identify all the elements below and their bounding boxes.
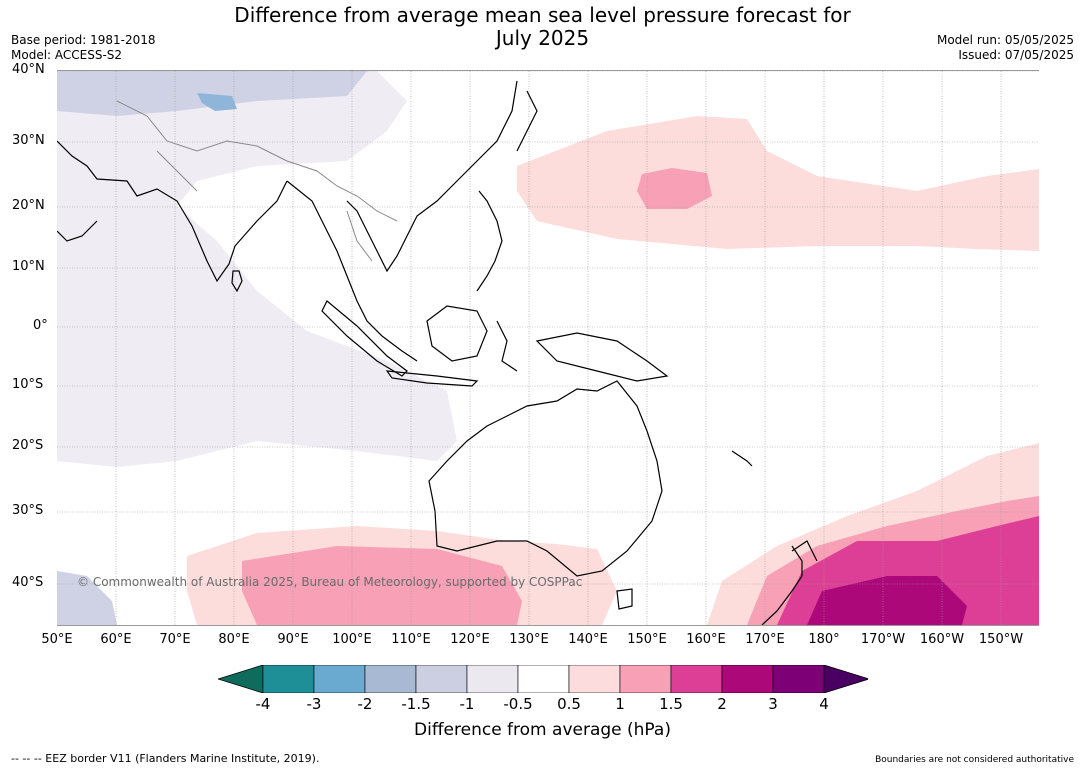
negative-area-central-asia	[57, 71, 367, 116]
model-info: Base period: 1981-2018 Model: ACCESS-S2	[11, 33, 156, 63]
colorbar-tick: -3	[306, 695, 322, 713]
title-line-1: Difference from average mean sea level p…	[234, 3, 851, 27]
colorbar-tick: 1.5	[659, 695, 683, 713]
map-canvas	[57, 71, 1039, 625]
colorbar	[218, 665, 868, 693]
lon-label-150w: 150°W	[978, 632, 1024, 647]
lon-label-100e: 100°E	[332, 632, 372, 647]
colorbar-segment	[262, 665, 315, 693]
lat-label-10s: 10°S	[12, 377, 44, 392]
lon-label-120e: 120°E	[450, 632, 490, 647]
colorbar-segment	[721, 665, 774, 693]
colorbar-segment	[466, 665, 519, 693]
lon-label-160w: 160°W	[919, 632, 965, 647]
colorbar-extend-high	[823, 665, 868, 693]
run-info: Model run: 05/05/2025 Issued: 07/05/2025	[937, 33, 1074, 63]
lon-label-50e: 50°E	[41, 632, 73, 647]
colorbar-segment	[670, 665, 723, 693]
lon-label-150e: 150°E	[627, 632, 667, 647]
chart-title: Difference from average mean sea level p…	[0, 4, 1085, 50]
lon-label-90e: 90°E	[277, 632, 309, 647]
pressure-anomaly-map	[57, 70, 1039, 626]
lon-label-170w: 170°W	[860, 632, 906, 647]
colorbar-tick: 2	[717, 695, 727, 713]
eez-border-note: -- -- -- EEZ border V11 (Flanders Marine…	[11, 752, 320, 765]
colorbar-segment	[568, 665, 621, 693]
coastlines	[57, 80, 818, 625]
model-name: Model: ACCESS-S2	[11, 48, 123, 62]
lon-label-60e: 60°E	[100, 632, 132, 647]
colorbar-tick: -4	[255, 695, 271, 713]
lon-label-180: 180°	[808, 632, 840, 647]
negative-area-southwest	[57, 571, 117, 625]
negative-area-indian-ocean	[57, 71, 457, 467]
issued-date: Issued: 07/05/2025	[958, 48, 1074, 62]
colorbar-tick: 4	[819, 695, 829, 713]
lat-label-20n: 20°N	[12, 198, 45, 213]
lat-label-30s: 30°S	[12, 503, 44, 518]
colorbar-segment	[313, 665, 366, 693]
colorbar-segment	[517, 665, 570, 693]
colorbar-tick: -1	[459, 695, 475, 713]
colorbar-tick: 1	[615, 695, 625, 713]
lon-label-70e: 70°E	[159, 632, 191, 647]
colorbar-segment	[772, 665, 825, 693]
colorbar-tick: 3	[768, 695, 778, 713]
colorbar-tick: -1.5	[401, 695, 431, 713]
lat-label-10n: 10°N	[12, 259, 45, 274]
lon-label-140e: 140°E	[568, 632, 608, 647]
lat-label-40s: 40°S	[12, 575, 44, 590]
copyright-notice: © Commonwealth of Australia 2025, Bureau…	[77, 575, 583, 589]
positive-area-north-pacific-1	[517, 116, 1039, 251]
lat-label-30n: 30°N	[12, 133, 45, 148]
base-period: Base period: 1981-2018	[11, 33, 156, 47]
colorbar-extend-low	[218, 665, 264, 693]
boundaries-disclaimer: Boundaries are not considered authoritat…	[875, 755, 1074, 765]
positive-area-north-pacific-2	[637, 168, 712, 209]
model-run-date: Model run: 05/05/2025	[936, 33, 1074, 47]
positive-area-tasman-4	[807, 576, 967, 625]
colorbar-tick: -0.5	[503, 695, 533, 713]
colorbar-segment	[364, 665, 417, 693]
lat-label-0: 0°	[33, 318, 48, 333]
lon-label-110e: 110°E	[391, 632, 431, 647]
graticule	[57, 71, 1039, 625]
colorbar-label: Difference from average (hPa)	[414, 720, 671, 740]
country-borders	[116, 100, 398, 262]
lat-label-20s: 20°S	[12, 438, 44, 453]
lon-label-130e: 130°E	[509, 632, 549, 647]
title-line-2: July 2025	[495, 26, 590, 50]
anomaly-fields	[57, 71, 1039, 625]
lon-label-80e: 80°E	[218, 632, 250, 647]
colorbar-segment	[619, 665, 672, 693]
positive-area-south-indian-2	[242, 546, 522, 625]
colorbar-segments	[218, 665, 868, 693]
colorbar-tick: 0.5	[557, 695, 581, 713]
colorbar-segment	[415, 665, 468, 693]
colorbar-tick: -2	[357, 695, 373, 713]
lat-label-40n: 40°N	[12, 62, 45, 77]
lon-label-160e: 160°E	[686, 632, 726, 647]
negative-area-tibet	[197, 93, 237, 111]
lon-label-170e: 170°E	[745, 632, 785, 647]
